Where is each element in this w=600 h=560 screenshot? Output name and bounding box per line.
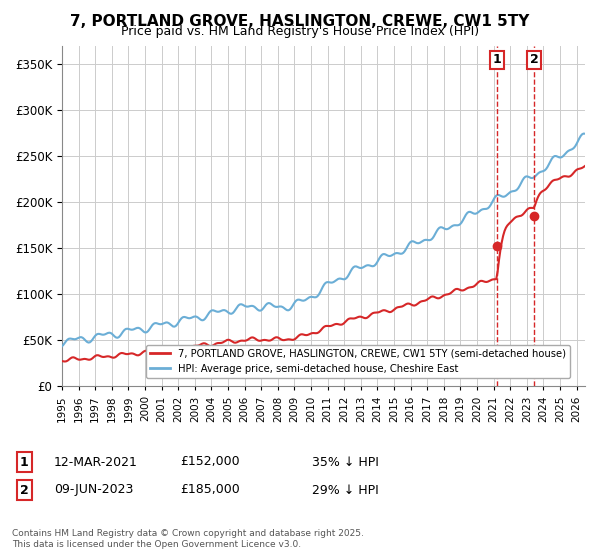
Text: 1: 1 <box>20 455 28 469</box>
Text: 35% ↓ HPI: 35% ↓ HPI <box>312 455 379 469</box>
Text: 09-JUN-2023: 09-JUN-2023 <box>54 483 133 497</box>
Text: 2: 2 <box>20 483 28 497</box>
Text: Price paid vs. HM Land Registry's House Price Index (HPI): Price paid vs. HM Land Registry's House … <box>121 25 479 38</box>
Text: £152,000: £152,000 <box>180 455 239 469</box>
Text: 7, PORTLAND GROVE, HASLINGTON, CREWE, CW1 5TY: 7, PORTLAND GROVE, HASLINGTON, CREWE, CW… <box>70 14 530 29</box>
Text: Contains HM Land Registry data © Crown copyright and database right 2025.
This d: Contains HM Land Registry data © Crown c… <box>12 529 364 549</box>
Text: 1: 1 <box>493 53 501 66</box>
Text: 2: 2 <box>530 53 539 66</box>
Text: 29% ↓ HPI: 29% ↓ HPI <box>312 483 379 497</box>
Text: £185,000: £185,000 <box>180 483 240 497</box>
Text: 12-MAR-2021: 12-MAR-2021 <box>54 455 138 469</box>
Legend: 7, PORTLAND GROVE, HASLINGTON, CREWE, CW1 5TY (semi-detached house), HPI: Averag: 7, PORTLAND GROVE, HASLINGTON, CREWE, CW… <box>146 345 569 378</box>
